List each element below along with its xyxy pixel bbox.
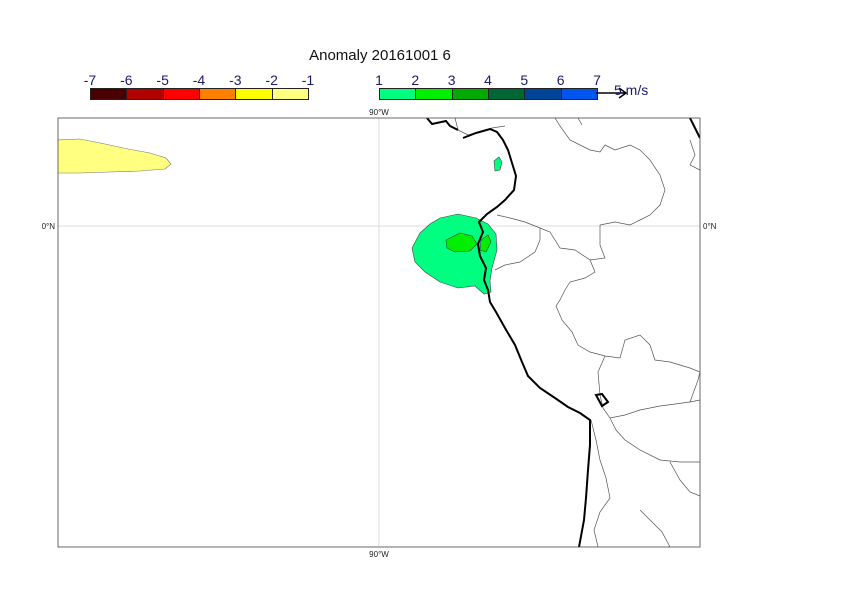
left-latitude-label: 0°N: [42, 222, 56, 231]
negative-legend-swatch: [271, 88, 309, 100]
positive-legend-tick-label: 4: [484, 72, 492, 88]
bottom-longitude-label: 90°W: [369, 550, 389, 559]
negative-anomaly-region: [58, 138, 172, 174]
vector-key-label: 5 m/s: [614, 82, 649, 98]
negative-legend-tick-label: -5: [156, 72, 169, 88]
negative-legend-tick-label: -2: [265, 72, 278, 88]
positive-legend-tick-label: 6: [556, 72, 565, 88]
positive-legend-swatch: [560, 88, 598, 100]
negative-legend-tick-label: -6: [120, 72, 133, 88]
positive-anomaly-core-1: [445, 232, 478, 253]
right-latitude-label: 0°N: [703, 222, 717, 231]
positive-legend-tick-label: 1: [375, 72, 383, 88]
country-borders: [454, 118, 700, 547]
positive-anomaly-legend: 1 2 3 4 5 6 7: [375, 72, 601, 102]
negative-legend-tick-label: -7: [83, 72, 97, 88]
top-longitude-label: 90°W: [369, 108, 389, 117]
negative-legend-tick-label: -4: [192, 72, 206, 88]
negative-legend-tick-label: -1: [301, 72, 315, 88]
coastline: [426, 118, 700, 547]
map-frame: [57, 117, 701, 548]
positive-legend-tick-label: 7: [593, 72, 601, 88]
map-title: Anomaly 20161001 6: [309, 47, 451, 64]
positive-anomaly-region-main: [411, 213, 498, 295]
negative-anomaly-legend: -7 -6 -5 -4 -3 -2 -1: [84, 72, 314, 102]
vector-key-arrow: [596, 87, 628, 99]
positive-legend-tick-label: 2: [411, 72, 420, 88]
positive-legend-tick-label: 3: [447, 72, 456, 88]
positive-anomaly-core-2: [479, 234, 492, 253]
positive-legend-tick-label: 5: [520, 72, 529, 88]
negative-legend-tick-label: -3: [229, 72, 242, 88]
positive-anomaly-region-small: [493, 156, 503, 172]
